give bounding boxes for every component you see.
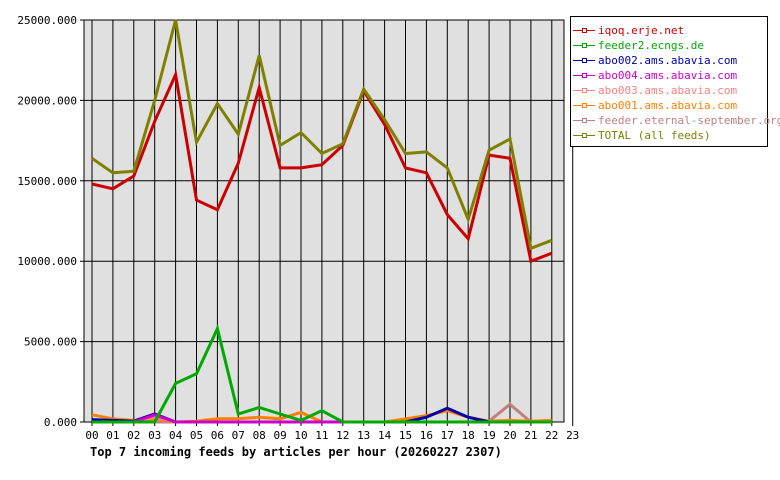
y-tick-label: 5000.000 xyxy=(24,336,77,349)
y-tick-label: 20000.000 xyxy=(17,94,77,107)
legend-item: abo001.ams.abavia.com xyxy=(573,98,767,113)
legend-line-marker-icon xyxy=(573,116,595,126)
x-tick-label: 18 xyxy=(462,429,475,442)
legend-line-marker-icon xyxy=(573,101,595,111)
x-tick-label: 16 xyxy=(420,429,433,442)
x-tick-label: 03 xyxy=(148,429,161,442)
legend-item: abo004.ams.abavia.com xyxy=(573,68,767,83)
x-tick-label: 12 xyxy=(336,429,349,442)
series-lines xyxy=(91,19,553,424)
x-tick-label: 10 xyxy=(294,429,307,442)
x-tick-label: 08 xyxy=(253,429,266,442)
legend-label: iqoq.erje.net xyxy=(598,24,685,37)
y-tick-label: 15000.000 xyxy=(17,175,77,188)
x-tick-label: 17 xyxy=(441,429,454,442)
x-tick-label: 00 xyxy=(85,429,98,442)
legend-item: abo003.ams.abavia.com xyxy=(573,83,767,98)
x-tick-label: 20 xyxy=(503,429,516,442)
legend-label: TOTAL (all feeds) xyxy=(598,129,711,142)
legend-item: feeder2.ecngs.de xyxy=(573,38,767,53)
x-tick-label: 11 xyxy=(315,429,328,442)
x-tick-label: 19 xyxy=(482,429,495,442)
x-tick-label: 02 xyxy=(127,429,140,442)
x-tick-label: 15 xyxy=(399,429,412,442)
legend-line-marker-icon xyxy=(573,26,595,36)
y-tick-label: 25000.000 xyxy=(17,14,77,27)
legend-line-marker-icon xyxy=(573,131,595,141)
x-tick-label: 21 xyxy=(524,429,537,442)
legend-label: feeder.eternal-september.org xyxy=(598,114,780,127)
legend-label: abo002.ams.abavia.com xyxy=(598,54,738,67)
chart-title: Top 7 incoming feeds by articles per hou… xyxy=(90,445,502,459)
legend-item: feeder.eternal-september.org xyxy=(573,113,780,128)
x-tick-label: 05 xyxy=(190,429,203,442)
y-axis: 0.000 5000.000 10000.000 15000.000 20000.000… xyxy=(17,14,77,429)
legend-label: abo003.ams.abavia.com xyxy=(598,84,738,97)
plot-area xyxy=(80,19,574,426)
legend-label: feeder2.ecngs.de xyxy=(598,39,704,52)
legend-label: abo004.ams.abavia.com xyxy=(598,69,738,82)
legend-item: TOTAL (all feeds) xyxy=(573,128,767,143)
legend-item: iqoq.erje.net xyxy=(573,23,767,38)
y-tick-label: 0.000 xyxy=(44,416,77,429)
x-tick-label: 23 xyxy=(566,429,579,442)
legend-label: abo001.ams.abavia.com xyxy=(598,99,738,112)
series-line xyxy=(92,324,552,424)
x-axis: 00 01 02 03 04 05 06 07 08 09 10 11 12 13 14 15 16 17 18 19… xyxy=(85,429,579,442)
series-line xyxy=(91,69,553,264)
legend-line-marker-icon xyxy=(573,71,595,81)
x-tick-label: 09 xyxy=(273,429,286,442)
y-tick-label: 10000.000 xyxy=(17,255,77,268)
x-tick-label: 01 xyxy=(106,429,119,442)
x-tick-label: 07 xyxy=(232,429,245,442)
legend-item: abo002.ams.abavia.com xyxy=(573,53,767,68)
legend: iqoq.erje.net feeder2.ecngs.de abo002.ams.… xyxy=(570,16,780,147)
legend-line-marker-icon xyxy=(573,56,595,66)
x-tick-label: 04 xyxy=(169,429,183,442)
legend-line-marker-icon xyxy=(573,86,595,96)
plot-background xyxy=(83,19,565,423)
x-tick-label: 14 xyxy=(378,429,392,442)
series-line xyxy=(91,19,553,251)
x-tick-label: 13 xyxy=(357,429,370,442)
x-tick-label: 22 xyxy=(545,429,558,442)
legend-line-marker-icon xyxy=(573,41,595,51)
x-tick-label: 06 xyxy=(211,429,224,442)
